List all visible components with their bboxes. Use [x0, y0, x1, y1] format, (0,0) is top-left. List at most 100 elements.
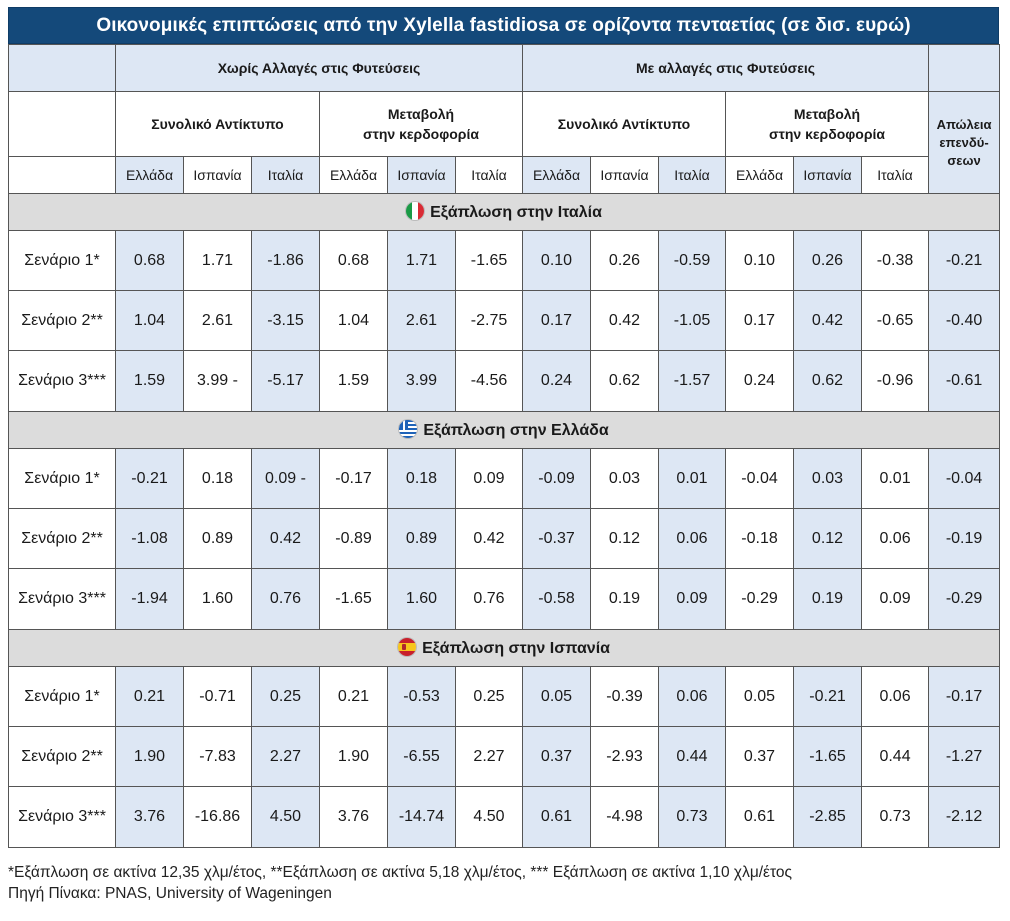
- corner-cell-2: [8, 91, 116, 157]
- country-header: Ελλάδα: [522, 156, 591, 194]
- country-header: Ισπανία: [183, 156, 252, 194]
- value-cell: 0.01: [658, 448, 726, 509]
- value-cell: 1.60: [183, 568, 252, 630]
- value-cell: -0.71: [183, 666, 252, 727]
- value-cell: -4.56: [455, 350, 523, 412]
- profit-change-line1: Μεταβολή: [387, 106, 455, 122]
- value-cell: 2.27: [251, 726, 320, 787]
- section-row: Εξάπλωση στην Ισπανία: [7, 629, 1001, 667]
- value-cell: -14.74: [387, 786, 456, 848]
- value-cell: 0.44: [658, 726, 726, 787]
- scenario-label: Σενάριο 2**: [8, 508, 116, 569]
- country-header: Ισπανία: [387, 156, 456, 194]
- value-cell: 0.05: [522, 666, 591, 727]
- group-with-changes: Με αλλαγές στις Φυτεύσεις: [521, 44, 930, 92]
- value-cell: -3.15: [251, 290, 320, 351]
- country-header: Ελλάδα: [115, 156, 184, 194]
- value-cell: 0.06: [658, 666, 726, 727]
- value-cell: 0.26: [793, 230, 862, 291]
- value-cell: 1.60: [387, 568, 456, 630]
- value-cell: -0.58: [522, 568, 591, 630]
- value-cell: -16.86: [183, 786, 252, 848]
- value-cell: -0.65: [860, 290, 930, 351]
- corner-cell: [8, 44, 116, 92]
- value-cell: -0.61: [928, 350, 1001, 412]
- scenario-label: Σενάριο 2**: [8, 726, 116, 787]
- value-cell: -0.04: [725, 448, 794, 509]
- value-cell: 0.76: [251, 568, 320, 630]
- total-impact-header-2: Συνολικό Αντίκτυπο: [522, 91, 726, 157]
- value-cell: -2.85: [793, 786, 862, 848]
- country-header: Ιταλία: [455, 156, 523, 194]
- section-title-cell: Εξάπλωση στην Ιταλία: [7, 193, 1001, 231]
- profit-change-line2: στην κερδοφορία: [769, 126, 885, 142]
- value-cell: 0.62: [590, 350, 659, 412]
- value-cell: 0.21: [319, 666, 388, 727]
- table-row: Σενάριο 3*** -1.94 1.60 0.76 -1.65 1.60 0.76 -0…: [8, 568, 1001, 630]
- value-cell: -1.86: [251, 230, 320, 291]
- value-cell: 0.25: [455, 666, 523, 727]
- value-cell: -0.21: [115, 448, 184, 509]
- table-row: Σενάριο 1* 0.21 -0.71 0.25 0.21 -0.53 0.25 0.05…: [8, 666, 1001, 727]
- table-title: Οικονομικές επιπτώσεις από την Xylella f…: [8, 7, 999, 44]
- table-row: Σενάριο 3*** 1.59 3.99 - -5.17 1.59 3.99 -4.56…: [8, 350, 1001, 412]
- section-row: Εξάπλωση στην Ιταλία: [7, 193, 1001, 231]
- value-cell: 0.62: [793, 350, 862, 412]
- scenario-label: Σενάριο 3***: [8, 350, 116, 412]
- value-cell: 2.61: [183, 290, 252, 351]
- value-cell: -2.75: [455, 290, 523, 351]
- value-cell: 0.09: [860, 568, 930, 630]
- value-cell: 0.18: [183, 448, 252, 509]
- value-cell: 0.17: [725, 290, 794, 351]
- value-cell: 0.37: [522, 726, 591, 787]
- value-cell: -1.94: [115, 568, 184, 630]
- value-cell: -1.57: [658, 350, 726, 412]
- value-cell: 2.27: [455, 726, 523, 787]
- section-row: Εξάπλωση στην Ελλάδα: [7, 411, 1001, 449]
- value-cell: -1.08: [115, 508, 184, 569]
- scenario-label: Σενάριο 3***: [8, 568, 116, 630]
- value-cell: 1.59: [115, 350, 184, 412]
- value-cell: 0.44: [860, 726, 930, 787]
- impact-table: Χωρίς Αλλαγές στις Φυτεύσεις Με αλλαγές …: [7, 44, 1001, 848]
- corner-cell-3: [8, 156, 116, 194]
- value-cell: -0.17: [319, 448, 388, 509]
- value-cell: -1.65: [793, 726, 862, 787]
- value-cell: -0.19: [928, 508, 1001, 569]
- value-cell: 0.37: [725, 726, 794, 787]
- value-cell: 1.90: [115, 726, 184, 787]
- value-cell: -1.27: [928, 726, 1001, 787]
- total-impact-header: Συνολικό Αντίκτυπο: [115, 91, 320, 157]
- footnotes: *Εξάπλωση σε ακτίνα 12,35 χλμ/έτος, **Εξ…: [8, 862, 998, 904]
- value-cell: -0.04: [928, 448, 1001, 509]
- value-cell: -7.83: [183, 726, 252, 787]
- value-cell: 0.25: [251, 666, 320, 727]
- investment-loss-header: Απώλεια επενδύ- σεων: [928, 91, 1001, 194]
- value-cell: 1.04: [319, 290, 388, 351]
- scenario-label: Σενάριο 1*: [8, 448, 116, 509]
- value-cell: 0.73: [860, 786, 930, 848]
- value-cell: -0.40: [928, 290, 1001, 351]
- value-cell: 0.06: [860, 666, 930, 727]
- value-cell: 0.09: [455, 448, 523, 509]
- loss-line1: Απώλεια: [936, 116, 992, 132]
- value-cell: 0.10: [725, 230, 794, 291]
- value-cell: 3.76: [115, 786, 184, 848]
- section-title: Εξάπλωση στην Ελλάδα: [423, 422, 609, 439]
- country-header: Ιταλία: [860, 156, 930, 194]
- value-cell: -0.21: [793, 666, 862, 727]
- value-cell: -2.12: [928, 786, 1001, 848]
- value-cell: -0.96: [860, 350, 930, 412]
- group-without-changes: Χωρίς Αλλαγές στις Φυτεύσεις: [115, 44, 523, 92]
- loss-line2: επενδύ-: [939, 134, 989, 150]
- value-cell: 0.89: [183, 508, 252, 569]
- value-cell: 0.03: [590, 448, 659, 509]
- scenario-label: Σενάριο 1*: [8, 666, 116, 727]
- source-text: Πηγή Πίνακα: PNAS, University of Wagenin…: [8, 885, 332, 902]
- country-header: Ιταλία: [251, 156, 320, 194]
- value-cell: 1.04: [115, 290, 184, 351]
- value-cell: 0.05: [725, 666, 794, 727]
- value-cell: 4.50: [455, 786, 523, 848]
- loss-header-top: [928, 44, 1001, 92]
- value-cell: 1.71: [183, 230, 252, 291]
